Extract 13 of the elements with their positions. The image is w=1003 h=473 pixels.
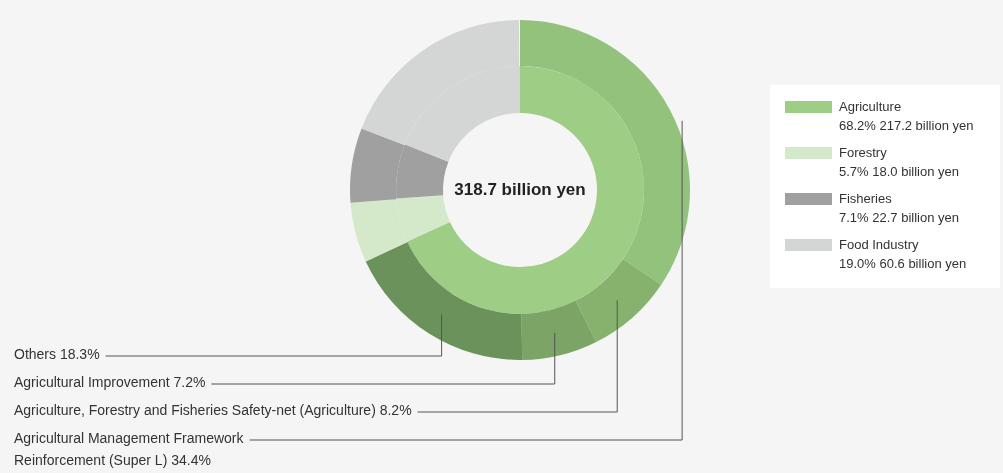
data-label: 5.7% 18.0 billion yen [839, 164, 959, 179]
legend-label: Fisheries [839, 191, 893, 206]
data-label: 7.1% 22.7 billion yen [839, 210, 959, 225]
legend-label: Agriculture [839, 99, 902, 114]
legend-label: Food Industry [839, 237, 919, 252]
data-label: Others 18.3% [14, 346, 100, 362]
data-label: Agricultural Management Framework Reinforcement (Super L) 34.4% [14, 430, 245, 468]
legend-label: Forestry [839, 145, 888, 160]
text: 318.7 billion yen [454, 180, 586, 199]
data-label: 68.2% 217.2 billion yen [839, 118, 974, 133]
data-label: 19.0% 60.6 billion yen [839, 256, 967, 271]
data-label: Agricultural Improvement 7.2% [14, 374, 206, 390]
data-label: Agriculture, Forestry and Fisheries Safety-net (Agriculture) 8.2% [14, 402, 412, 418]
